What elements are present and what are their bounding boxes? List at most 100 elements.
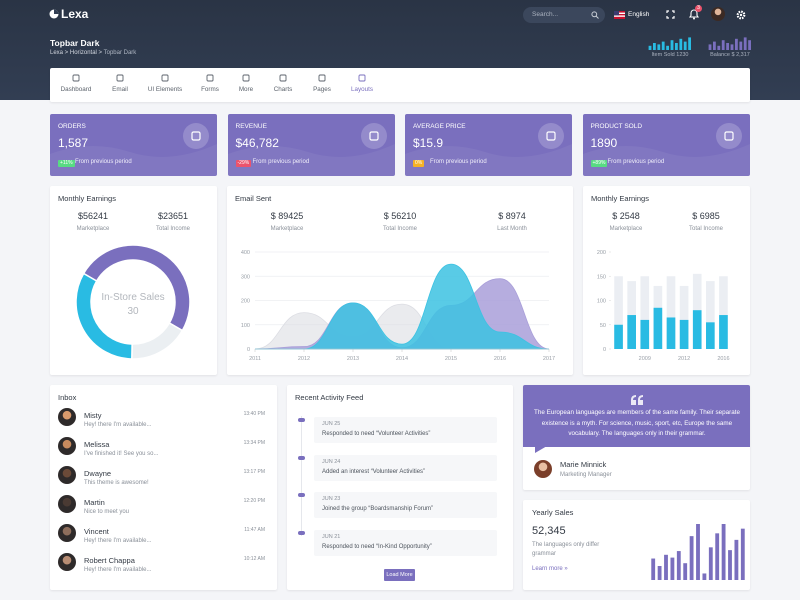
- card-wave-shape: [582, 144, 750, 176]
- notification-icon[interactable]: [688, 8, 700, 20]
- yearly-sales-text: The languages only differ grammar: [532, 542, 600, 557]
- x-tick-label: 2016: [717, 356, 729, 362]
- activity-text: Responded to need “Volunteer Activities”: [322, 431, 431, 437]
- activity-item: JUN 23 Joined the group “Boardsmanship Fo…: [314, 492, 497, 519]
- panel-title: Monthly Earnings: [591, 194, 649, 203]
- bar: [692, 310, 702, 349]
- user-avatar[interactable]: [711, 7, 725, 21]
- bar: [706, 281, 715, 349]
- y-tick-label: 150: [597, 274, 606, 280]
- testimonial-pointer: [535, 446, 547, 453]
- nav-icon: [242, 74, 250, 82]
- brand-logo: [49, 9, 59, 19]
- message-time: 13:34 PM: [243, 440, 265, 446]
- sparkbar-chart: [648, 37, 691, 50]
- donut-segment: [75, 272, 133, 360]
- sparkbar: [675, 43, 678, 50]
- card-badge: 0%: [413, 160, 425, 167]
- message-avatar: [58, 408, 76, 426]
- message-time: 13:40 PM: [243, 411, 265, 417]
- message-avatar: [58, 466, 76, 484]
- nav-icon-shape: [358, 74, 366, 82]
- timeline-dot: [298, 455, 305, 460]
- breadcrumb: Lexa > Horizontal > Topbar Dark: [50, 50, 137, 56]
- donut-segment: [82, 244, 191, 332]
- bar: [679, 285, 689, 349]
- bar: [614, 324, 623, 349]
- nav-icon-shape: [242, 74, 250, 82]
- fullscreen-icon[interactable]: [666, 10, 675, 19]
- x-tick-label: 2009: [639, 356, 651, 362]
- y-tick-label: 100: [597, 299, 606, 305]
- breadcrumb-item[interactable]: Lexa: [50, 50, 64, 56]
- sparkbar: [683, 41, 687, 50]
- nav-item[interactable]: Forms: [201, 86, 219, 93]
- card-icon: [183, 123, 209, 149]
- nav-item[interactable]: Pages: [313, 86, 331, 93]
- message-time: 11:47 AM: [244, 527, 265, 533]
- nav-item[interactable]: Charts: [273, 86, 293, 93]
- message-sender[interactable]: Vincent: [84, 527, 109, 536]
- donut-center-value: 30: [127, 306, 139, 317]
- donut-segment: [131, 321, 184, 360]
- topbar-stat-label: Balance $ 2,317: [710, 52, 750, 58]
- sparkbar: [721, 40, 725, 50]
- x-tick-label: 2011: [249, 356, 261, 362]
- nav-icon-shape: [318, 74, 326, 82]
- nav-item[interactable]: UI Elements: [147, 86, 183, 93]
- message-sender[interactable]: Melissa: [84, 440, 110, 449]
- y-tick-label: 200: [597, 250, 606, 256]
- card-badge: -29%: [235, 160, 252, 167]
- bar: [640, 276, 650, 349]
- bar: [689, 536, 694, 580]
- message-sender[interactable]: Misty: [84, 411, 102, 420]
- card-wave-shape: [405, 144, 572, 176]
- sparkbar: [666, 45, 669, 50]
- yearly-sales-value: 52,345: [532, 525, 566, 537]
- x-tick-label: 2017: [543, 356, 555, 362]
- bar: [696, 524, 700, 580]
- language-selector[interactable]: English: [628, 11, 650, 18]
- nav-item[interactable]: Dashboard: [60, 86, 92, 93]
- load-more-button[interactable]: Load More: [384, 569, 415, 581]
- bar: [734, 539, 739, 580]
- x-tick-label: 2015: [445, 356, 457, 362]
- card-title: PRODUCT SOLD: [590, 123, 643, 130]
- nav-item[interactable]: Layouts: [350, 86, 374, 93]
- settings-icon[interactable]: [736, 10, 746, 20]
- card-wave: [582, 144, 750, 176]
- stat-card: AVERAGE PRICE $15.9 0% From previous period: [405, 114, 572, 176]
- message-avatar: [58, 524, 76, 542]
- message-preview: Hey! there I'm available...: [84, 422, 152, 428]
- bar: [702, 573, 707, 580]
- message-sender[interactable]: Dwayne: [84, 469, 112, 478]
- message-avatar: [58, 553, 76, 571]
- breadcrumb-item: Topbar Dark: [103, 50, 137, 56]
- sparkbar: [708, 44, 712, 50]
- message-sender[interactable]: Robert Chappa: [84, 556, 135, 565]
- card-note: From previous period: [430, 159, 487, 165]
- sparkbar: [657, 44, 661, 50]
- card-icon-bg: [360, 123, 387, 149]
- bar: [614, 276, 623, 349]
- bar: [653, 307, 663, 349]
- breadcrumb-item[interactable]: Horizontal: [69, 50, 97, 56]
- bar: [670, 557, 675, 580]
- sparkbar-chart: [708, 37, 751, 50]
- sparkbar: [748, 40, 751, 50]
- card-icon: [360, 123, 387, 149]
- nav-item[interactable]: Email: [112, 86, 128, 93]
- card-note: From previous period: [252, 159, 310, 165]
- card-icon-glyph: [368, 131, 379, 141]
- message-sender[interactable]: Martin: [84, 498, 105, 507]
- search-box[interactable]: Search...: [523, 7, 605, 23]
- stat-value: $ 56210: [383, 211, 417, 221]
- message-preview: I've finished it! See you so...: [84, 451, 159, 457]
- stat-value: $23651: [157, 211, 189, 221]
- bar: [640, 319, 650, 349]
- stat-value: $ 89425: [270, 211, 304, 221]
- card-value: 1,587: [58, 136, 89, 150]
- learn-more-link[interactable]: Learn more »: [532, 566, 568, 572]
- nav-item[interactable]: More: [238, 86, 254, 93]
